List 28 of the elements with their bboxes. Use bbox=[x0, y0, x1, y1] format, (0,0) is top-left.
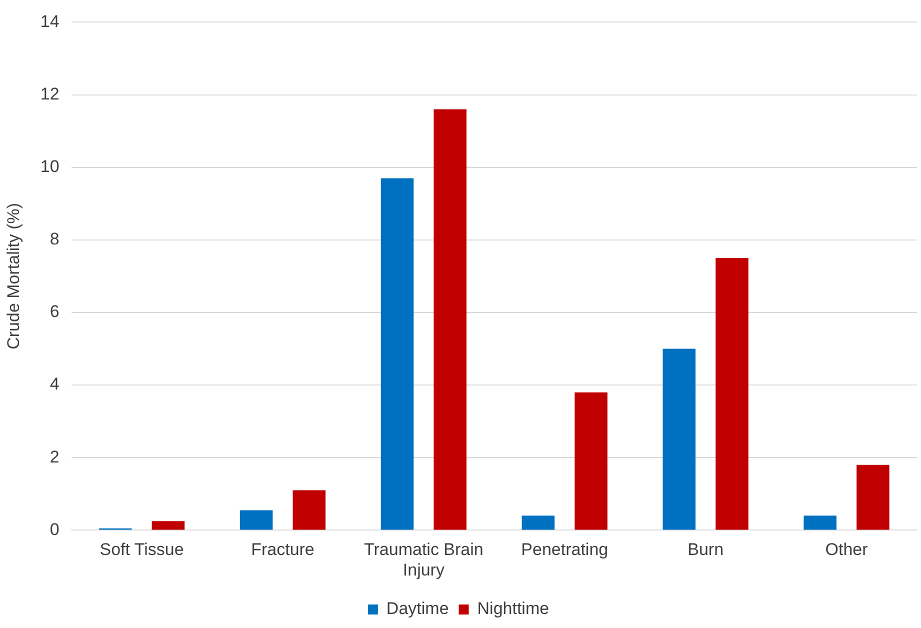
bar bbox=[574, 392, 608, 530]
x-tick-label: Soft Tissue bbox=[100, 540, 184, 560]
bar bbox=[522, 516, 555, 530]
bar bbox=[292, 490, 326, 530]
x-tick-label: Penetrating bbox=[521, 540, 608, 560]
bar bbox=[152, 521, 185, 530]
x-tick-label: Fracture bbox=[251, 540, 314, 560]
x-tick-label: Other bbox=[825, 540, 868, 560]
bar bbox=[434, 109, 466, 530]
x-tick-label: Traumatic Brain Injury bbox=[364, 540, 484, 580]
y-tick-label: 14 bbox=[40, 12, 60, 31]
bar bbox=[240, 510, 273, 530]
y-tick-label: 8 bbox=[50, 230, 60, 249]
y-axis-title: Crude Mortality (%) bbox=[4, 202, 23, 350]
y-tick-label: 10 bbox=[40, 157, 60, 176]
bar bbox=[662, 348, 696, 530]
bar bbox=[716, 258, 748, 530]
y-tick-label: 12 bbox=[40, 84, 60, 104]
y-tick-label: 6 bbox=[50, 302, 60, 322]
legend-label: Nighttime bbox=[477, 599, 550, 618]
x-tick-label: Burn bbox=[688, 540, 724, 560]
y-tick-label: 0 bbox=[50, 520, 60, 539]
bar bbox=[804, 516, 836, 530]
legend-label: Daytime bbox=[386, 599, 449, 618]
bar bbox=[380, 178, 414, 530]
bar bbox=[856, 464, 890, 530]
y-tick-label: 4 bbox=[50, 374, 60, 394]
y-tick-label: 2 bbox=[50, 447, 60, 466]
